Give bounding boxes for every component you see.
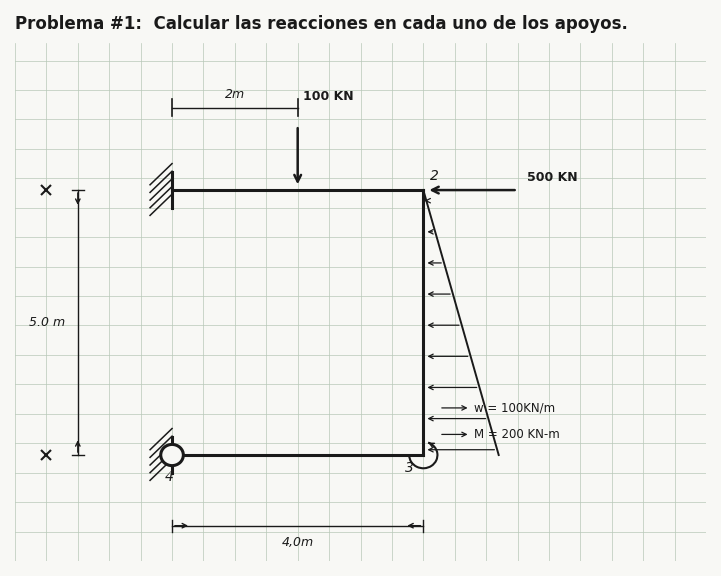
Text: 4,0m: 4,0m [282,536,314,550]
Text: 3: 3 [405,461,414,475]
Text: M = 200 KN-m: M = 200 KN-m [474,428,559,441]
Text: 4: 4 [164,470,173,484]
Text: 5.0 m: 5.0 m [29,316,66,329]
Text: 500 KN: 500 KN [527,171,578,184]
Text: w = 100KN/m: w = 100KN/m [474,401,554,414]
Text: 100 KN: 100 KN [303,90,353,103]
Text: Problema #1:  Calcular las reacciones en cada uno de los apoyos.: Problema #1: Calcular las reacciones en … [15,15,628,33]
Text: 2: 2 [430,169,438,183]
Circle shape [161,445,183,465]
Text: 2m: 2m [225,88,245,101]
